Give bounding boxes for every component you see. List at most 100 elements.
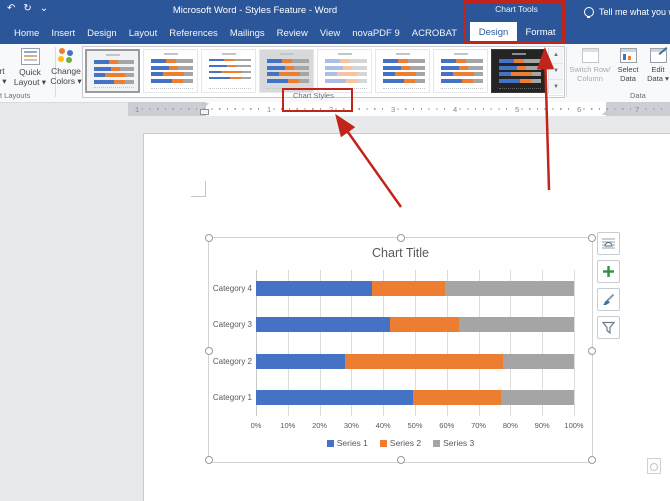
- tab-insert[interactable]: Insert: [51, 27, 76, 39]
- selection-handle[interactable]: [397, 456, 405, 464]
- chart-title[interactable]: Chart Title: [372, 246, 429, 260]
- layout-options-button[interactable]: [597, 232, 620, 255]
- legend-swatch: [326, 439, 334, 447]
- quick-layout-button[interactable]: Quick Layout ▾: [8, 46, 52, 96]
- group-divider: [566, 47, 567, 97]
- gallery-scroll-up-icon[interactable]: ▲: [549, 48, 563, 64]
- layout-options-icon: [602, 238, 615, 249]
- undo-icon[interactable]: ↶: [7, 3, 16, 14]
- ruler-number: 2: [327, 105, 336, 114]
- selection-handle[interactable]: [397, 234, 405, 242]
- tab-acrobat[interactable]: ACROBAT: [411, 27, 457, 39]
- x-axis-tick-label: 70%: [471, 421, 487, 430]
- chart-styles-button[interactable]: [597, 288, 620, 311]
- tab-references[interactable]: References: [169, 27, 218, 39]
- x-axis-tick-label: 40%: [375, 421, 391, 430]
- chart-styles-brush-icon: [603, 293, 615, 305]
- selection-handle[interactable]: [588, 234, 596, 242]
- ruler-number: 3: [389, 105, 398, 114]
- legend-label: Series 2: [389, 438, 422, 448]
- redo-icon[interactable]: ↻: [23, 3, 32, 14]
- bar-segment: [444, 280, 574, 296]
- ruler-ticks: [134, 108, 666, 110]
- selection-handle[interactable]: [588, 456, 596, 464]
- bar-segment: [256, 317, 391, 333]
- ribbon: rt t ▾ Quick Layout ▾ Change Colors ▾: [0, 44, 670, 103]
- gridline: [287, 270, 289, 416]
- ruler-number: 5: [513, 105, 522, 114]
- tab-novapdf-9[interactable]: novaPDF 9: [352, 27, 400, 39]
- tab-chart-format[interactable]: Format: [525, 27, 556, 38]
- selection-handle[interactable]: [205, 347, 213, 355]
- bar-segment: [500, 390, 574, 406]
- lightbulb-icon: [584, 7, 594, 18]
- tab-home[interactable]: Home: [14, 27, 40, 39]
- quick-layout-icon: [20, 48, 40, 65]
- select-data-button[interactable]: Select Data: [612, 46, 644, 96]
- bar-segment: [390, 317, 460, 333]
- group-label-chart-styles: Chart Styles: [293, 91, 334, 100]
- tell-me-box[interactable]: Tell me what you want t: [584, 4, 670, 20]
- tab-review[interactable]: Review: [276, 27, 308, 39]
- quick-access-toolbar: ↶ ↻ ⌄: [7, 3, 48, 14]
- left-indent-marker[interactable]: [200, 109, 209, 115]
- edit-data-button[interactable]: Edit Data ▾: [642, 46, 670, 96]
- group-label-data: Data: [630, 91, 646, 100]
- tab-mailings[interactable]: Mailings: [229, 27, 265, 39]
- selection-handle[interactable]: [205, 234, 213, 242]
- tab-design[interactable]: Design: [87, 27, 117, 39]
- chart-elements-plus-icon: [603, 266, 614, 277]
- gridline: [256, 270, 257, 416]
- gallery-more-icon[interactable]: ▼: [549, 80, 563, 96]
- tab-view[interactable]: View: [319, 27, 341, 39]
- switch-row-column-icon: [581, 48, 599, 63]
- customize-qat-icon[interactable]: ⌄: [39, 3, 49, 14]
- chart-style-thumbnail-style-1[interactable]: [85, 49, 140, 93]
- chart-style-thumbnail-style-3[interactable]: [201, 49, 256, 93]
- group-divider: [55, 47, 56, 97]
- gridline: [446, 270, 448, 416]
- chart-object[interactable]: Chart Title Series 1 Series 2 Series 3 Cat…: [205, 234, 596, 464]
- x-axis-tick-label: 100%: [564, 421, 584, 430]
- legend-label: Series 1: [336, 438, 368, 448]
- switch-row-column-button[interactable]: Switch Row/ Column: [568, 46, 612, 96]
- selection-handle[interactable]: [205, 456, 213, 464]
- chart-elements-button[interactable]: [597, 260, 620, 283]
- bar-segment: [256, 390, 414, 406]
- chart-style-thumbnail-style-5[interactable]: [317, 49, 372, 93]
- title-bar: ↶ ↻ ⌄ Microsoft Word - Styles Feature - …: [0, 0, 670, 22]
- first-line-indent-marker[interactable]: [200, 103, 209, 108]
- selection-handle[interactable]: [588, 347, 596, 355]
- gridline: [415, 270, 416, 416]
- tab-chart-design[interactable]: Design: [470, 22, 517, 44]
- chart-style-thumbnail-style-4[interactable]: [259, 49, 314, 93]
- gridline: [351, 270, 353, 416]
- margin-corner-mark: [191, 196, 206, 197]
- legend-label: Series 3: [443, 438, 475, 448]
- bar-segment: [413, 390, 501, 406]
- category-label: Category 1: [212, 393, 252, 403]
- chart-style-thumbnail-style-2[interactable]: [143, 49, 198, 93]
- bar-segment: [459, 317, 574, 333]
- add-chart-element-button-clipped[interactable]: rt t ▾: [0, 66, 7, 86]
- change-colors-button[interactable]: Change Colors ▾: [48, 46, 84, 96]
- chart-style-thumbnail-style-7[interactable]: [433, 49, 488, 93]
- stacked-bar-category-3: [256, 317, 574, 333]
- tab-layout[interactable]: Layout: [128, 27, 158, 39]
- main-tabs: Home Insert Design Layout References Mailings…: [14, 22, 457, 44]
- x-axis-tick-label: 90%: [534, 421, 550, 430]
- chart-style-thumbnail-style-8[interactable]: [491, 49, 546, 93]
- chart-style-thumbnail-style-6[interactable]: [375, 49, 430, 93]
- chart-filters-button[interactable]: [597, 316, 620, 339]
- ruler-number: 6: [575, 105, 584, 114]
- gallery-scroll-down-icon[interactable]: ▼: [549, 64, 563, 80]
- bar-segment: [372, 280, 445, 296]
- gridline: [574, 270, 575, 416]
- right-indent-marker[interactable]: [602, 110, 611, 115]
- legend-item: Series 3: [433, 438, 474, 448]
- ruler-number: 7: [633, 105, 642, 114]
- category-label: Category 2: [212, 356, 252, 366]
- x-axis-tick-label: 0%: [250, 421, 262, 430]
- x-axis-tick-label: 30%: [343, 421, 359, 430]
- change-colors-icon: [57, 48, 75, 64]
